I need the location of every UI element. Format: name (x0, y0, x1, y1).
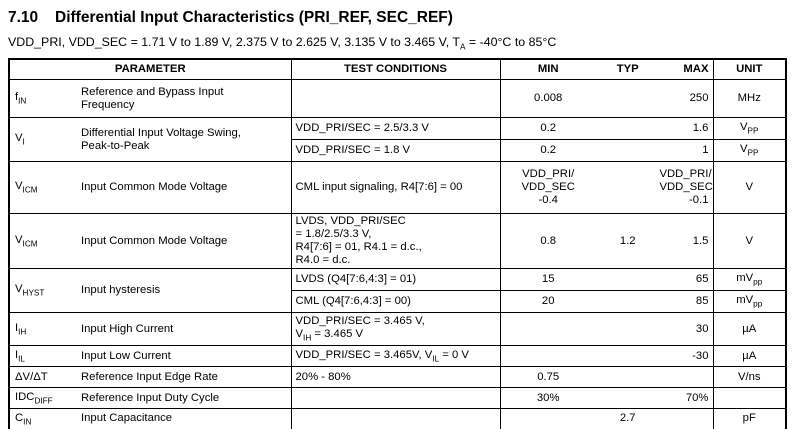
test-condition (290, 79, 501, 119)
table-row: VDD_PRI/SEC = 1.8 V 0.2 1 VPP (9, 139, 787, 163)
min-value: 0.2 (540, 144, 557, 157)
max-value: 1 (702, 144, 709, 157)
param-symbol: VHYST (8, 268, 79, 314)
param-symbol: IIL (8, 345, 79, 368)
param-symbol: ΔV/ΔT (8, 366, 79, 389)
param-description: Input Capacitance (79, 408, 292, 429)
table-row: CIN Input Capacitance 2.7 pF (8, 408, 787, 429)
test-condition: VDD_PRI/SEC = 1.8 V (290, 139, 501, 163)
test-condition: VDD_PRI/SEC = 3.465 V, VIH = 3.465 V (290, 312, 501, 347)
test-condition: LVDS (Q4[7:6,4:3] = 01) (290, 268, 501, 292)
unit-value: V (712, 161, 787, 215)
unit-value: V/ns (712, 366, 787, 389)
column-header-min-typ-max: MIN TYP MAX (499, 58, 714, 81)
param-description: Input High Current (79, 312, 292, 347)
operating-conditions-subtitle: VDD_PRI, VDD_SEC = 1.71 V to 1.89 V, 2.3… (8, 35, 557, 52)
param-description: Input Common Mode Voltage (79, 161, 292, 215)
table-row: IIL Input Low Current VDD_PRI/SEC = 3.46… (8, 345, 787, 368)
table-row: VICM Input Common Mode Voltage LVDS, VDD… (8, 213, 787, 270)
table-row: VI Differential Input Voltage Swing, Pea… (8, 117, 787, 163)
param-symbol: VICM (8, 161, 79, 215)
max-value: 30 (695, 322, 709, 335)
min-value: 30% (536, 391, 560, 404)
unit-value: VPP (712, 139, 787, 163)
unit-value: µA (712, 312, 787, 347)
table-row: IIH Input High Current VDD_PRI/SEC = 3.4… (8, 312, 787, 347)
unit-value: V (712, 213, 787, 270)
unit-value: MHz (712, 79, 787, 119)
min-value: 0.2 (540, 122, 557, 135)
test-condition: CML input signaling, R4[7:6] = 00 (290, 161, 501, 215)
table-row: fIN Reference and Bypass Input Frequency… (8, 79, 787, 119)
param-description: Differential Input Voltage Swing, Peak-t… (79, 117, 292, 163)
param-description: Input Common Mode Voltage (79, 213, 292, 270)
param-symbol: VI (8, 117, 79, 163)
column-header-min: MIN (537, 62, 559, 75)
unit-value (712, 387, 787, 410)
test-condition: LVDS, VDD_PRI/SEC = 1.8/2.5/3.3 V, R4[7:… (290, 213, 501, 270)
typ-value: 1.2 (619, 234, 636, 247)
max-value: 250 (689, 92, 709, 105)
max-value: 1.6 (692, 122, 709, 135)
column-header-parameter: PARAMETER (8, 58, 292, 81)
test-condition: 20% - 80% (290, 366, 501, 389)
test-condition (290, 387, 501, 410)
param-description: Reference Input Edge Rate (79, 366, 292, 389)
unit-value: mVpp (712, 290, 787, 314)
unit-value: mVpp (712, 268, 787, 292)
unit-value: pF (712, 408, 787, 429)
table-row: VHYST Input hysteresis LVDS (Q4[7:6,4:3]… (8, 268, 787, 314)
table-row: ΔV/ΔT Reference Input Edge Rate 20% - 80… (8, 366, 787, 389)
max-value: 70% (685, 391, 709, 404)
max-value: -30 (692, 349, 709, 362)
section-number: 7.10 (8, 9, 39, 26)
section-title-text: Differential Input Characteristics (PRI_… (55, 9, 453, 26)
table-row: VICM Input Common Mode Voltage CML input… (8, 161, 787, 215)
min-value: 0.008 (534, 92, 563, 105)
table-header-row: PARAMETER TEST CONDITIONS MIN TYP MAX UN… (8, 58, 787, 81)
max-value: 65 (695, 273, 709, 286)
param-description: Reference and Bypass Input Frequency (79, 79, 292, 119)
max-value: VDD_PRI/ VDD_SEC -0.1 (659, 168, 713, 207)
unit-value: µA (712, 345, 787, 368)
test-condition: VDD_PRI/SEC = 3.465V, VIL = 0 V (290, 345, 501, 368)
characteristics-table: PARAMETER TEST CONDITIONS MIN TYP MAX UN… (8, 57, 787, 429)
section-title: 7.10 Differential Input Characteristics … (8, 9, 798, 27)
param-description: Input Low Current (79, 345, 292, 368)
param-description: Input hysteresis (79, 268, 292, 314)
min-value: VDD_PRI/ VDD_SEC -0.4 (521, 168, 575, 207)
param-symbol: fIN (8, 79, 79, 119)
param-symbol: CIN (8, 408, 79, 429)
column-header-test-conditions: TEST CONDITIONS (290, 58, 501, 81)
typ-value: 2.7 (619, 412, 636, 425)
param-symbol: IIH (8, 312, 79, 347)
column-header-unit: UNIT (712, 58, 787, 81)
min-value: 0.75 (537, 370, 560, 383)
unit-value: VPP (712, 117, 787, 141)
test-condition (290, 408, 501, 429)
param-symbol: VICM (8, 213, 79, 270)
max-value: 1.5 (692, 234, 709, 247)
param-description: Reference Input Duty Cycle (79, 387, 292, 410)
test-condition: CML (Q4[7:6,4:3] = 00) (290, 290, 501, 314)
min-value: 15 (541, 273, 555, 286)
column-header-typ: TYP (616, 62, 639, 75)
test-condition: VDD_PRI/SEC = 2.5/3.3 V (290, 117, 501, 141)
table-row: IDCDIFF Reference Input Duty Cycle 30% 7… (8, 387, 787, 410)
column-header-max: MAX (683, 62, 709, 75)
min-value: 0.8 (540, 234, 557, 247)
max-value: 85 (695, 295, 709, 308)
min-value: 20 (541, 295, 555, 308)
param-symbol: IDCDIFF (8, 387, 79, 410)
